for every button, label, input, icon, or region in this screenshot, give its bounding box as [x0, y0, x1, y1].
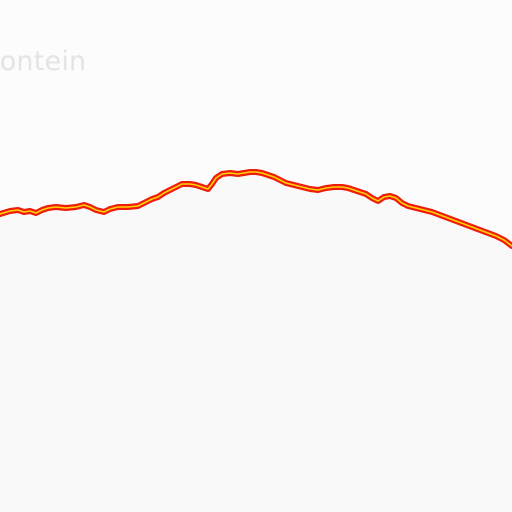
region-area — [0, 172, 512, 512]
place-name-label: fontein — [0, 46, 87, 77]
boundary-line-inner — [0, 171, 512, 247]
